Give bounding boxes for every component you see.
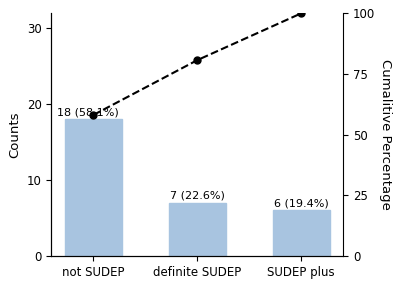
Bar bbox=[65, 119, 122, 256]
Text: 18 (58.1%): 18 (58.1%) bbox=[57, 107, 119, 117]
Bar bbox=[273, 210, 330, 256]
Text: 7 (22.6%): 7 (22.6%) bbox=[170, 191, 225, 201]
Y-axis label: Cumalitive Percentage: Cumalitive Percentage bbox=[379, 59, 392, 210]
Bar bbox=[169, 203, 226, 256]
Y-axis label: Counts: Counts bbox=[8, 111, 21, 158]
Text: 6 (19.4%): 6 (19.4%) bbox=[274, 198, 328, 208]
